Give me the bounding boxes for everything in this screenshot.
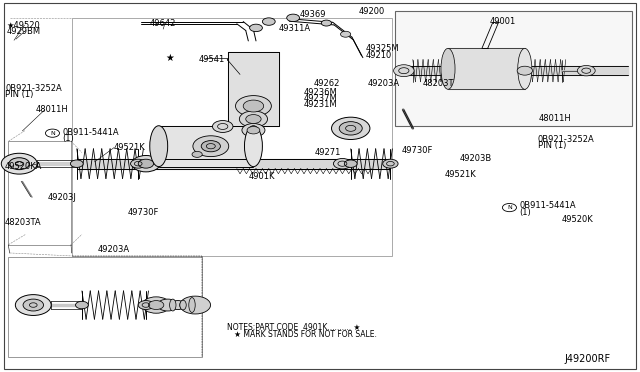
Circle shape xyxy=(138,301,154,310)
Circle shape xyxy=(132,155,160,172)
Text: 48203TA: 48203TA xyxy=(5,218,42,227)
Text: 49203B: 49203B xyxy=(460,154,492,163)
Text: ★ MARK STANDS FOR NOT FOR SALE.: ★ MARK STANDS FOR NOT FOR SALE. xyxy=(227,330,377,339)
Text: 49203A: 49203A xyxy=(368,79,400,88)
Circle shape xyxy=(212,121,233,132)
Circle shape xyxy=(243,100,264,112)
Text: 49262: 49262 xyxy=(314,79,340,88)
Text: 48203T: 48203T xyxy=(422,79,454,88)
Text: NOTES;PART CODE  4901K.......... ★: NOTES;PART CODE 4901K.......... ★ xyxy=(227,323,360,332)
Text: 49001: 49001 xyxy=(490,17,516,26)
Text: 0B921-3252A: 0B921-3252A xyxy=(5,84,62,93)
Ellipse shape xyxy=(189,298,195,312)
Text: 49730F: 49730F xyxy=(128,208,159,217)
Circle shape xyxy=(339,122,362,135)
Bar xyxy=(72,18,392,256)
Text: PIN (1): PIN (1) xyxy=(5,90,33,99)
Circle shape xyxy=(246,115,261,124)
Text: 49271: 49271 xyxy=(315,148,341,157)
Circle shape xyxy=(180,296,211,314)
Circle shape xyxy=(1,153,37,174)
Circle shape xyxy=(321,20,332,26)
Bar xyxy=(8,257,202,357)
Circle shape xyxy=(131,159,146,168)
Text: 48011H: 48011H xyxy=(539,114,572,123)
Text: 49541: 49541 xyxy=(198,55,225,64)
Circle shape xyxy=(383,159,398,168)
Ellipse shape xyxy=(180,300,186,310)
Circle shape xyxy=(517,66,532,75)
Ellipse shape xyxy=(150,126,168,167)
Text: 49730F: 49730F xyxy=(402,146,433,155)
Text: 49236M: 49236M xyxy=(303,88,337,97)
Text: 49210: 49210 xyxy=(366,51,392,60)
Circle shape xyxy=(394,65,414,77)
Text: 49203A: 49203A xyxy=(97,245,129,254)
Bar xyxy=(8,141,71,245)
Circle shape xyxy=(142,297,170,313)
Text: 49203J: 49203J xyxy=(48,193,77,202)
Circle shape xyxy=(192,151,202,157)
Circle shape xyxy=(23,299,44,311)
Ellipse shape xyxy=(518,48,532,89)
Text: 48011H: 48011H xyxy=(35,105,68,114)
Text: 4929BM: 4929BM xyxy=(6,27,40,36)
Circle shape xyxy=(157,299,178,311)
Circle shape xyxy=(247,126,260,134)
Circle shape xyxy=(170,301,186,310)
Text: 4901K: 4901K xyxy=(248,172,275,181)
Circle shape xyxy=(344,160,357,167)
Text: 49520K: 49520K xyxy=(562,215,594,224)
Text: 49231M: 49231M xyxy=(303,100,337,109)
Circle shape xyxy=(76,301,88,309)
Circle shape xyxy=(262,18,275,25)
Ellipse shape xyxy=(244,126,262,167)
Circle shape xyxy=(340,31,351,37)
Circle shape xyxy=(9,158,29,170)
Text: (1): (1) xyxy=(520,208,531,217)
Text: 49520KA: 49520KA xyxy=(5,162,42,171)
Text: 49237M: 49237M xyxy=(303,94,337,103)
Circle shape xyxy=(250,24,262,32)
Circle shape xyxy=(236,96,271,116)
Text: 0B921-3252A: 0B921-3252A xyxy=(538,135,595,144)
Text: N: N xyxy=(50,131,55,136)
Circle shape xyxy=(287,14,300,22)
Circle shape xyxy=(193,136,228,157)
Text: N: N xyxy=(507,205,512,210)
Circle shape xyxy=(333,158,351,169)
Circle shape xyxy=(201,141,220,152)
Text: J49200RF: J49200RF xyxy=(564,354,611,364)
Circle shape xyxy=(138,159,154,168)
Circle shape xyxy=(577,65,595,76)
Text: 49311A: 49311A xyxy=(279,24,311,33)
Text: 49200: 49200 xyxy=(358,7,385,16)
Text: ★: ★ xyxy=(165,53,174,62)
Circle shape xyxy=(182,298,205,312)
Circle shape xyxy=(332,117,370,140)
Text: (1): (1) xyxy=(62,134,74,143)
Text: 0B911-5441A: 0B911-5441A xyxy=(62,128,118,137)
Ellipse shape xyxy=(170,299,176,311)
Circle shape xyxy=(148,301,164,310)
Circle shape xyxy=(70,160,83,167)
Text: 49642: 49642 xyxy=(150,19,176,28)
Bar xyxy=(395,11,632,126)
Text: 49325M: 49325M xyxy=(366,44,400,53)
Text: 0B911-5441A: 0B911-5441A xyxy=(520,201,576,210)
Text: PIN (1): PIN (1) xyxy=(538,141,566,150)
Text: 49521K: 49521K xyxy=(445,170,477,179)
Circle shape xyxy=(242,124,265,137)
Circle shape xyxy=(182,301,195,309)
Circle shape xyxy=(239,111,268,127)
Ellipse shape xyxy=(441,48,455,89)
Text: 49521K: 49521K xyxy=(114,143,146,152)
Circle shape xyxy=(15,295,51,315)
Text: ★49520: ★49520 xyxy=(6,21,40,30)
Text: 49369: 49369 xyxy=(300,10,326,19)
